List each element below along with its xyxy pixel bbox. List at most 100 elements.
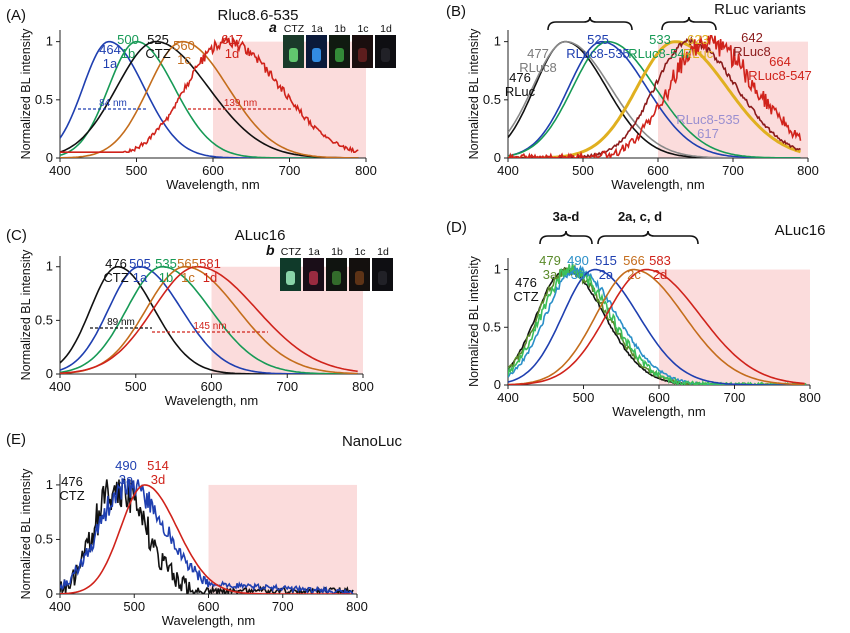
series-line-rluc8 bbox=[508, 40, 801, 158]
x-tick-label: 500 bbox=[572, 163, 594, 178]
peak-label-bottom: 1c bbox=[181, 270, 195, 285]
series-line-3d bbox=[60, 484, 352, 594]
inset-glow bbox=[332, 271, 341, 285]
peak-label-top: 476 bbox=[515, 275, 537, 290]
y-tick-label: 0 bbox=[494, 377, 501, 392]
peak-label-top: 560 bbox=[173, 38, 195, 53]
peak-label-bottom: RLuc bbox=[683, 46, 714, 61]
y-tick-label: 1 bbox=[46, 477, 53, 492]
y-tick-label: 0 bbox=[46, 366, 53, 381]
y-tick-label: 1 bbox=[494, 262, 501, 277]
peak-label-top: 514 bbox=[147, 458, 169, 473]
peak-label-top: 525 bbox=[587, 32, 609, 47]
shaded-region bbox=[208, 484, 357, 594]
inset-letter: b bbox=[266, 242, 275, 258]
peak-label-top: 500 bbox=[117, 32, 139, 47]
x-tick-label: 600 bbox=[202, 163, 224, 178]
peak-label-bottom: 1b bbox=[121, 46, 135, 61]
x-tick-label: 400 bbox=[49, 599, 71, 614]
peak-label-bottom: RLuc8-547 bbox=[748, 68, 812, 83]
x-axis-label: Wavelength, nm bbox=[166, 177, 259, 192]
group-label: 3a-d bbox=[553, 209, 580, 224]
peak-label-bottom: 2c bbox=[627, 267, 641, 282]
series-line-ctz bbox=[60, 266, 358, 374]
inset-letter: a bbox=[269, 19, 277, 35]
peak-label-top: 566 bbox=[623, 253, 645, 268]
panel-title: RLuc variants bbox=[714, 1, 806, 18]
x-tick-label: 600 bbox=[647, 163, 669, 178]
peak-label-top: 535 bbox=[155, 256, 177, 271]
inset-tile-label: 1c bbox=[354, 246, 365, 258]
panel-2: 400 500 600 700 800 0 0.5 1 Wavelength, nm Normal… bbox=[6, 227, 393, 408]
x-tick-label: 400 bbox=[49, 163, 71, 178]
peak-label-bottom: 617 bbox=[697, 126, 719, 141]
y-tick-label: 1 bbox=[494, 34, 501, 49]
x-tick-label: 600 bbox=[648, 390, 670, 405]
width-annotation: 89 nm bbox=[107, 317, 135, 328]
peak-label-bottom: RLuc8-535 bbox=[566, 46, 630, 61]
x-tick-label: 800 bbox=[346, 599, 368, 614]
peak-label-top: 477 bbox=[527, 46, 549, 61]
peak-label-top: 490 bbox=[567, 253, 589, 268]
panel-title: Rluc8.6-535 bbox=[218, 7, 299, 24]
series-line-rluc bbox=[508, 40, 801, 158]
peak-label-top: 490 bbox=[115, 458, 137, 473]
inset-tile-label: 1a bbox=[308, 246, 320, 258]
series-line-1d bbox=[60, 34, 359, 154]
peak-label-bottom: RLuc8-547 bbox=[628, 46, 692, 61]
peak-label-bottom: 1d bbox=[225, 46, 239, 61]
x-axis-label: Wavelength, nm bbox=[611, 177, 704, 192]
inset-tile-label: 1b bbox=[334, 23, 346, 35]
inset-glow bbox=[335, 48, 344, 62]
peak-label-top: 623 bbox=[687, 32, 709, 47]
peak-label-top: 476 bbox=[61, 474, 83, 489]
peak-label-bottom: CTZ bbox=[145, 46, 170, 61]
width-annotation: 84 nm bbox=[99, 98, 127, 109]
inset-tile-label: 1b bbox=[331, 246, 343, 258]
x-tick-label: 700 bbox=[724, 390, 746, 405]
x-axis-label: Wavelength, nm bbox=[162, 613, 255, 628]
panel-1: 400 500 600 700 800 0 0.5 1 Wavelength, nm Normal… bbox=[446, 1, 819, 192]
series-line-rluc8 bbox=[508, 35, 801, 158]
inset-glow bbox=[378, 271, 387, 285]
peak-label-top: 617 bbox=[221, 32, 243, 47]
peak-label-top: 515 bbox=[595, 253, 617, 268]
panel-0: 400 500 600 700 800 0 0.5 1 Wavelength, nm Normal… bbox=[6, 7, 396, 192]
x-tick-label: 800 bbox=[355, 163, 377, 178]
series-line-2d bbox=[508, 268, 805, 385]
width-annotation: 145 nm bbox=[193, 321, 226, 332]
panel-label: (A) bbox=[6, 7, 26, 24]
x-tick-label: 500 bbox=[126, 163, 148, 178]
group-brace bbox=[597, 230, 699, 245]
peak-label-top: 565 bbox=[177, 256, 199, 271]
panel-label: (B) bbox=[446, 3, 466, 20]
x-tick-label: 500 bbox=[123, 599, 145, 614]
inset-glow bbox=[309, 271, 318, 285]
y-axis-label: Normalized BL intensity bbox=[467, 28, 481, 160]
peak-label-top: 476 bbox=[105, 256, 127, 271]
peak-label-top: 664 bbox=[769, 54, 791, 69]
panel-4: 400 500 600 700 800 0 0.5 1 Wavelength, nm Normal… bbox=[6, 431, 403, 628]
inset-tile-label: 1d bbox=[380, 23, 392, 35]
inset-glow bbox=[355, 271, 364, 285]
series-line-rluc8-547 bbox=[508, 35, 802, 158]
inset-tile-label: 1d bbox=[377, 246, 389, 258]
group-brace bbox=[661, 16, 717, 31]
panel-3: 400 500 600 700 800 0 0.5 1 Wavelength, nm Normal… bbox=[446, 209, 825, 419]
inset-tile-label: 1a bbox=[311, 23, 323, 35]
x-tick-label: 800 bbox=[799, 390, 821, 405]
peak-label-bottom: 1b bbox=[159, 270, 173, 285]
peak-label-top: 479 bbox=[539, 253, 561, 268]
series-line-2c bbox=[508, 268, 805, 385]
inset-glow bbox=[286, 271, 295, 285]
y-tick-label: 0.5 bbox=[483, 319, 501, 334]
x-tick-label: 400 bbox=[497, 163, 519, 178]
peak-label-bottom: 2d bbox=[653, 267, 667, 282]
inset-tile-label: 1c bbox=[357, 23, 368, 35]
peak-label-top: 642 bbox=[741, 30, 763, 45]
peak-label-bottom: 1a bbox=[103, 56, 118, 71]
panel-label: (C) bbox=[6, 227, 27, 244]
series-line-1b bbox=[60, 40, 359, 158]
peak-label-top: 476 bbox=[509, 70, 531, 85]
